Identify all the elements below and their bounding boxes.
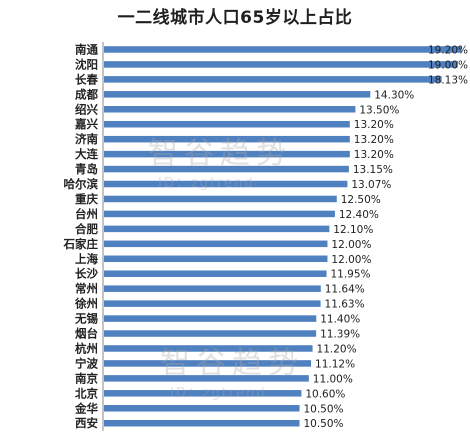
chart-title: 一二线城市人口65岁以上占比 [117, 8, 353, 28]
data-label: 13.20% [354, 149, 394, 161]
category-label: 南京 [75, 371, 98, 385]
bar [104, 150, 350, 158]
category-label: 杭州 [75, 341, 98, 355]
category-label: 徐州 [74, 297, 98, 311]
data-label: 13.20% [354, 119, 394, 131]
category-label: 成都 [75, 87, 98, 101]
bar [104, 76, 442, 83]
data-label: 12.10% [333, 224, 373, 236]
bar [104, 240, 328, 248]
bar [104, 285, 321, 292]
data-label: 10.50% [303, 403, 343, 415]
category-label: 长沙 [75, 267, 98, 281]
data-label: 19.20% [428, 44, 468, 56]
bar [104, 360, 312, 367]
data-label: 11.00% [313, 373, 353, 385]
bar [104, 405, 300, 412]
data-label: 12.40% [339, 209, 379, 221]
bar [104, 210, 335, 218]
bar [104, 106, 356, 113]
category-label: 常州 [75, 282, 98, 296]
bar [104, 91, 371, 98]
bar [104, 270, 327, 277]
bar [104, 46, 462, 53]
data-label: 11.20% [317, 343, 357, 355]
bar [104, 419, 300, 427]
data-label: 10.50% [303, 418, 343, 430]
category-label: 台州 [75, 207, 98, 221]
bar [104, 345, 313, 352]
category-label: 石家庄 [63, 237, 99, 251]
category-label: 重庆 [75, 192, 98, 206]
data-label: 12.00% [331, 239, 371, 251]
bar [104, 390, 302, 397]
category-label: 烟台 [75, 327, 98, 341]
bar [104, 135, 350, 143]
category-label: 南通 [75, 42, 98, 56]
category-label: 金华 [74, 401, 98, 415]
data-label: 10.60% [305, 388, 345, 400]
data-label: 13.07% [351, 179, 391, 191]
category-label: 哈尔滨 [64, 177, 99, 191]
data-label: 13.15% [353, 164, 393, 176]
category-label: 无锡 [74, 312, 98, 326]
bar [104, 375, 309, 382]
data-label: 11.12% [315, 358, 355, 370]
category-label: 绍兴 [75, 102, 98, 116]
bar [104, 61, 458, 68]
bar [104, 165, 349, 173]
category-label: 沈阳 [75, 57, 98, 71]
data-label: 12.50% [341, 194, 381, 206]
category-label: 青岛 [75, 162, 98, 176]
data-label: 11.64% [325, 284, 365, 296]
category-label: 西安 [75, 416, 98, 430]
bar [104, 300, 321, 307]
data-label: 13.20% [354, 134, 394, 146]
category-label: 合肥 [75, 222, 98, 236]
data-label: 14.30% [374, 89, 414, 101]
data-label: 13.50% [359, 104, 399, 116]
data-label: 12.00% [331, 254, 371, 266]
category-label: 长春 [75, 72, 98, 86]
data-label: 11.39% [320, 329, 360, 341]
data-label: 18.13% [428, 74, 468, 86]
data-label: 11.95% [330, 269, 370, 281]
data-label: 11.40% [320, 314, 360, 326]
bar [104, 225, 330, 233]
bar [104, 315, 317, 322]
category-label: 宁波 [75, 356, 98, 370]
category-label: 上海 [75, 252, 98, 266]
data-label: 11.63% [325, 299, 365, 311]
bar [104, 255, 328, 263]
bar [104, 330, 317, 337]
data-label: 19.00% [428, 59, 468, 71]
category-label: 大连 [75, 147, 98, 161]
category-label: 北京 [75, 386, 98, 400]
bar [104, 195, 337, 203]
category-label: 嘉兴 [74, 117, 98, 131]
bar [104, 120, 350, 128]
bar [104, 180, 348, 188]
category-label: 济南 [75, 132, 98, 146]
